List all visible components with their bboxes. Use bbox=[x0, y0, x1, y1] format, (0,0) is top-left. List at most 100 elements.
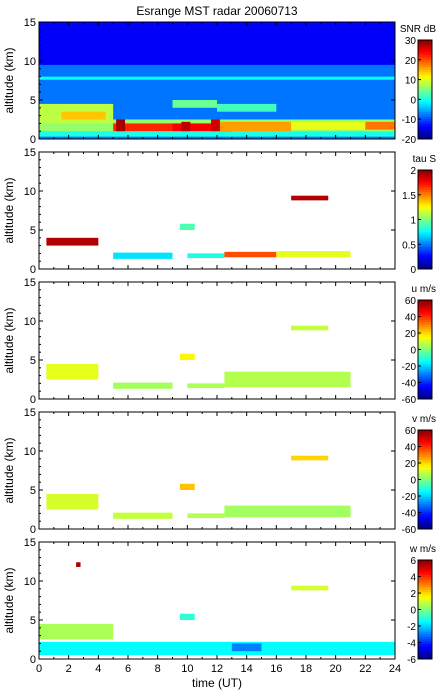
colorbar-swatch bbox=[418, 251, 432, 255]
colorbar-swatch bbox=[418, 509, 432, 513]
colorbar-tick-label: 10 bbox=[405, 76, 417, 87]
colorbar-tick-label: 2 bbox=[410, 166, 416, 177]
x-axis: 0 2 4 6 8 10 12 14 16 18 20 22 24 bbox=[36, 663, 401, 675]
colorbar-swatch bbox=[418, 359, 432, 363]
x-tick-label: 22 bbox=[359, 663, 371, 675]
colorbar-swatch bbox=[418, 654, 432, 658]
data-cell bbox=[217, 121, 292, 132]
colorbar-swatch bbox=[418, 649, 432, 653]
data-cell bbox=[291, 325, 329, 331]
y-tick-label: 10 bbox=[24, 576, 36, 588]
colorbar-swatch bbox=[418, 644, 432, 648]
colorbar-tick-label: -6 bbox=[407, 655, 416, 666]
x-tick-label: 16 bbox=[270, 663, 282, 675]
data-cell bbox=[113, 252, 173, 259]
colorbar-swatch bbox=[418, 57, 432, 61]
colorbar-swatch bbox=[418, 106, 432, 110]
chart-title: Esrange MST radar 20060713 bbox=[136, 4, 298, 18]
x-tick-label: 24 bbox=[389, 663, 401, 675]
x-tick-label: 14 bbox=[241, 663, 253, 675]
colorbar-tick-label: 60 bbox=[405, 426, 417, 437]
colorbar-tick-label: -60 bbox=[402, 395, 417, 406]
colorbar-swatch bbox=[418, 199, 432, 203]
colorbar-swatch bbox=[418, 94, 432, 98]
colorbar-swatch bbox=[418, 87, 432, 90]
colorbar-swatch bbox=[418, 131, 432, 135]
colorbar-swatch bbox=[418, 134, 432, 138]
x-tick-label: 18 bbox=[300, 663, 312, 675]
colorbar-swatch bbox=[418, 626, 432, 630]
colorbar-swatch bbox=[418, 459, 432, 463]
colorbar-swatch bbox=[418, 494, 432, 498]
colorbar-swatch bbox=[418, 349, 432, 353]
y-tick-label: 5 bbox=[30, 95, 36, 107]
y-axis-label: altitude (km) bbox=[2, 567, 16, 633]
colorbar-swatch bbox=[418, 504, 432, 508]
colorbar-swatch bbox=[418, 519, 432, 523]
colorbar-swatch bbox=[418, 202, 432, 206]
colorbar-swatch bbox=[418, 187, 432, 191]
colorbar-swatch bbox=[418, 560, 432, 563]
x-tick-label: 0 bbox=[36, 663, 42, 675]
colorbar-swatch bbox=[418, 136, 432, 140]
colorbar-label: tau S bbox=[413, 154, 437, 165]
data-cell bbox=[231, 643, 262, 652]
colorbar-swatch bbox=[418, 506, 432, 510]
panel-frame bbox=[38, 541, 396, 660]
colorbar-swatch bbox=[418, 74, 432, 78]
data-cell bbox=[61, 111, 106, 120]
data-cell bbox=[181, 121, 191, 132]
colorbar-swatch bbox=[418, 231, 432, 235]
data-cell bbox=[39, 76, 395, 80]
colorbar-swatch bbox=[418, 224, 432, 228]
colorbar-tick-label: -60 bbox=[402, 525, 417, 536]
colorbar-swatch bbox=[418, 376, 432, 380]
colorbar-swatch bbox=[418, 656, 432, 660]
panel-tau-cells bbox=[46, 195, 351, 259]
colorbar-swatch bbox=[418, 496, 432, 500]
y-tick-label: 5 bbox=[30, 485, 36, 497]
colorbar-swatch bbox=[418, 337, 432, 341]
data-cell bbox=[179, 613, 195, 620]
data-cell bbox=[187, 253, 225, 259]
y-tick-label: 0 bbox=[30, 264, 36, 276]
colorbar-swatch bbox=[418, 259, 432, 263]
colorbar-swatch bbox=[418, 477, 432, 480]
colorbar-swatch bbox=[418, 244, 432, 248]
colorbar-swatch bbox=[418, 101, 432, 105]
colorbar-swatch bbox=[418, 354, 432, 358]
colorbar-swatch bbox=[418, 432, 432, 436]
data-cell bbox=[291, 195, 329, 201]
colorbar-swatch bbox=[418, 47, 432, 51]
y-tick-label: 0 bbox=[30, 134, 36, 146]
panel-w-cells bbox=[39, 562, 395, 656]
data-cell bbox=[291, 455, 329, 461]
data-cell bbox=[46, 493, 99, 510]
x-axis-label: time (UT) bbox=[192, 676, 242, 690]
y-axis-label: altitude (km) bbox=[2, 307, 16, 373]
colorbar-swatch bbox=[418, 40, 432, 43]
colorbar-label: SNR dB bbox=[400, 24, 436, 35]
colorbar-swatch bbox=[418, 246, 432, 250]
colorbar-swatch bbox=[418, 42, 432, 46]
colorbar-swatch bbox=[418, 634, 432, 638]
colorbar-swatch bbox=[418, 624, 432, 628]
colorbar-swatch bbox=[418, 499, 432, 503]
colorbar-swatch bbox=[418, 614, 432, 618]
panel-snr-cells bbox=[39, 22, 395, 139]
colorbar-swatch bbox=[418, 592, 432, 596]
colorbar-swatch bbox=[418, 179, 432, 183]
colorbar-tick-label: 20 bbox=[405, 56, 417, 67]
colorbar-swatch bbox=[418, 239, 432, 243]
colorbar-swatch bbox=[418, 449, 432, 453]
data-cell bbox=[113, 382, 173, 389]
x-tick-label: 20 bbox=[330, 663, 342, 675]
colorbar-swatch bbox=[418, 379, 432, 383]
data-cell bbox=[365, 121, 395, 130]
y-tick-label: 5 bbox=[30, 355, 36, 367]
colorbar-swatch bbox=[418, 574, 432, 578]
colorbar-swatch bbox=[418, 177, 432, 181]
